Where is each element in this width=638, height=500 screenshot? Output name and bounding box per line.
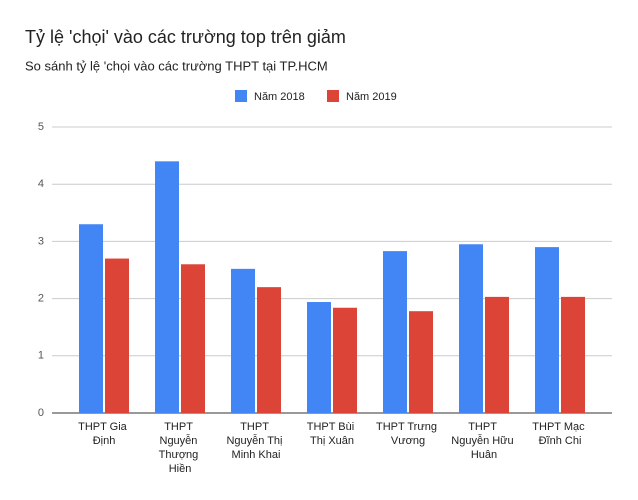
bar — [535, 247, 559, 413]
x-tick-label: THPT Trưng Vương — [376, 421, 440, 447]
bar — [409, 311, 433, 413]
y-tick-label: 1 — [38, 350, 44, 362]
legend-label: Năm 2018 — [254, 91, 305, 103]
bar — [231, 268, 255, 413]
bar — [333, 307, 357, 413]
bar — [257, 287, 281, 413]
y-tick-label: 3 — [38, 235, 44, 247]
bar — [79, 224, 103, 413]
legend-label: Năm 2019 — [346, 91, 397, 103]
bar — [105, 258, 129, 413]
bar — [459, 244, 483, 413]
y-tick-label: 4 — [38, 178, 44, 190]
y-tick-label: 0 — [38, 407, 44, 419]
x-tick-label: THPT Mạc Đĩnh Chi — [532, 421, 587, 447]
legend-swatch — [235, 90, 247, 102]
bar — [561, 296, 585, 413]
y-tick-label: 2 — [38, 293, 44, 305]
bar — [155, 161, 179, 413]
bar — [307, 302, 331, 413]
legend-swatch — [327, 90, 339, 102]
x-tick-label: THPT Bùi Thị Xuân — [307, 421, 358, 447]
chart-title: Tỷ lệ 'chọi' vào các trường top trên giả… — [25, 27, 346, 47]
bar — [485, 296, 509, 413]
x-tick-label: THPT Nguyễn Thị Minh Khai — [226, 421, 285, 461]
bar — [383, 251, 407, 413]
x-tick-label: THPT Nguyễn Hữu Huân — [451, 421, 516, 461]
x-tick-label: THPT Nguyễn Thượng Hiền — [159, 421, 202, 475]
bar — [181, 264, 205, 413]
x-tick-label: THPT Gia Định — [78, 421, 130, 447]
chart-subtitle: So sánh tỷ lệ 'chọi vào các trường THPT … — [25, 58, 328, 73]
y-tick-label: 5 — [38, 121, 44, 133]
